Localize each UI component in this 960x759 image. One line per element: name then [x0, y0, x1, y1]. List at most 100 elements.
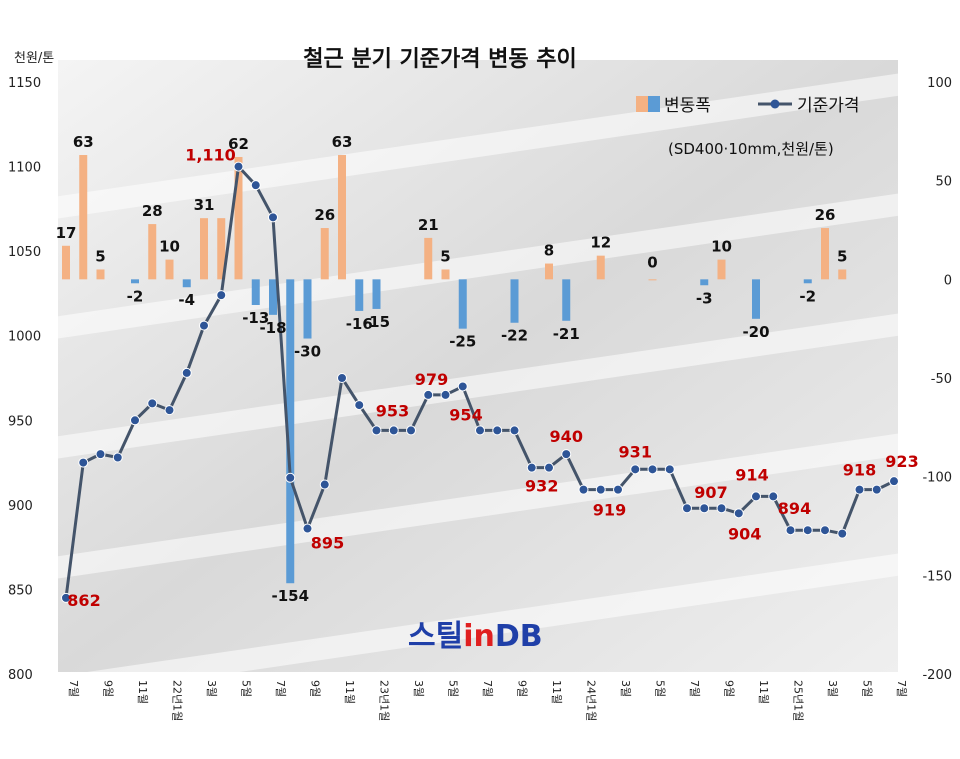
change-label: -15: [363, 313, 390, 331]
price-line: [61, 161, 899, 603]
x-tick: 3월: [826, 680, 839, 697]
price-point: [181, 367, 192, 378]
background-photo: [58, 60, 898, 672]
change-bar: [217, 218, 226, 280]
change-bar: [838, 269, 847, 280]
x-tick: 11월: [757, 680, 770, 704]
change-label: 62: [228, 135, 249, 153]
change-label: -3: [696, 289, 713, 307]
price-label: 862: [67, 591, 100, 610]
x-tick: 7월: [895, 680, 908, 697]
price-point: [354, 400, 365, 411]
change-label: -18: [259, 319, 286, 337]
change-label: 31: [194, 196, 215, 214]
y-right-ticks: 100 50 0 -50 -100 -150 -200: [922, 76, 952, 683]
price-label: 919: [593, 501, 626, 520]
price-point: [820, 525, 830, 536]
price-point: [319, 479, 330, 490]
price-point: [630, 464, 641, 475]
price-label: 979: [415, 370, 448, 389]
change-bar: [717, 259, 726, 280]
price-point: [785, 525, 796, 536]
price-label: 907: [694, 483, 727, 502]
change-bar: [562, 279, 571, 321]
change-label: 26: [314, 206, 335, 224]
change-bar: [200, 218, 208, 280]
y-left-tick: 950: [8, 414, 33, 429]
price-point: [216, 290, 227, 301]
change-bar: [803, 279, 812, 284]
change-bar: [165, 259, 174, 280]
change-label: -13: [242, 309, 269, 327]
change-bar: [303, 279, 312, 339]
price-point: [337, 373, 347, 383]
price-point: [526, 462, 537, 473]
price-label: 918: [843, 461, 876, 480]
svg-text:스틸inDB: 스틸inDB: [408, 619, 543, 654]
legend: 변동폭 기준가격: [636, 96, 860, 116]
price-point: [578, 484, 589, 495]
y-left-tick: 1100: [8, 161, 41, 176]
price-point: [889, 476, 899, 487]
unit-note: (SD400·10mm,천원/톤): [668, 140, 834, 158]
change-label: -20: [742, 323, 769, 341]
price-point: [388, 425, 399, 436]
change-label: 5: [837, 247, 847, 265]
y-right-tick: -150: [922, 569, 952, 584]
legend-line-marker: [770, 99, 780, 109]
price-point: [147, 398, 158, 409]
x-tick: 24년1월: [585, 680, 598, 721]
legend-swatch-change-neg: [648, 96, 660, 112]
change-bar: [96, 269, 105, 280]
x-tick: 3월: [205, 680, 218, 697]
y-right-tick: 0: [944, 273, 952, 288]
change-label: 26: [815, 206, 836, 224]
price-point: [371, 425, 382, 436]
x-tick: 11월: [343, 680, 356, 704]
change-label: -22: [501, 327, 528, 345]
change-label: 5: [440, 247, 450, 265]
change-bar: [821, 228, 829, 280]
price-point: [733, 508, 744, 519]
price-label: 914: [735, 465, 768, 484]
change-bar: [338, 155, 346, 280]
change-label: 12: [590, 234, 611, 252]
change-bar: [648, 279, 657, 281]
x-tick: 3월: [412, 680, 425, 697]
logo-part1: 스틸: [408, 619, 463, 654]
price-label: 940: [550, 427, 583, 446]
change-bar: [182, 279, 191, 288]
y-left-tick: 850: [8, 583, 33, 598]
background-rebars: [29, 69, 941, 701]
brand-logo: 스틸inDB: [408, 619, 543, 654]
price-label: 953: [376, 401, 409, 420]
price-point: [871, 484, 882, 495]
change-bar: [148, 224, 157, 280]
price-point: [509, 425, 520, 436]
y-right-tick: -200: [922, 668, 952, 683]
change-bar: [458, 279, 467, 329]
y-left-tick: 900: [8, 499, 33, 514]
price-point: [561, 449, 572, 460]
price-point: [233, 161, 244, 172]
price-point: [61, 592, 71, 603]
price-label: 1,110: [185, 146, 236, 165]
y-left-tick: 800: [8, 668, 33, 683]
x-tick: 7월: [688, 680, 701, 697]
legend-swatch-change-pos: [636, 96, 648, 112]
change-label: 63: [332, 133, 353, 151]
chart-title: 철근 분기 기준가격 변동 추이: [303, 47, 577, 72]
change-bar: [545, 263, 553, 280]
change-label: 10: [711, 238, 732, 256]
price-point: [302, 523, 313, 534]
price-point: [78, 457, 89, 468]
x-tick: 22년1월: [171, 680, 184, 721]
x-tick: 5월: [654, 680, 667, 697]
price-point: [406, 425, 416, 436]
x-tick: 9월: [516, 680, 529, 697]
x-tick: 11월: [136, 680, 149, 704]
legend-price-label: 기준가격: [797, 96, 860, 116]
